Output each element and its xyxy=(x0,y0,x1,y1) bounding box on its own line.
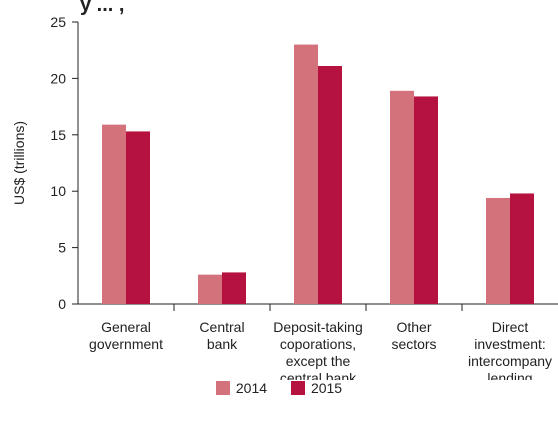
bar-2014-3 xyxy=(390,90,414,304)
bar-2014-1 xyxy=(198,274,222,304)
bar-2015-4 xyxy=(510,193,534,304)
chart-legend: 2014 2015 xyxy=(0,380,558,398)
x-category-label: Deposit-taking xyxy=(273,319,363,335)
chart-title-fragment: y ... , xyxy=(80,0,125,16)
legend-item-2014: 2014 xyxy=(215,380,268,396)
x-category-label: investment: xyxy=(474,336,546,352)
x-category-label: Other xyxy=(396,319,431,335)
y-tick-label: 25 xyxy=(50,14,66,30)
x-category-label: lending xyxy=(487,370,532,380)
legend-swatch-2015 xyxy=(290,381,305,395)
legend-label-2015: 2015 xyxy=(310,380,343,396)
bar-2014-0 xyxy=(102,124,126,304)
chart-bars xyxy=(102,44,534,305)
bar-2015-2 xyxy=(318,65,342,304)
y-tick-label: 10 xyxy=(50,183,66,199)
x-category-label: Direct xyxy=(492,319,529,335)
legend-item-2015: 2015 xyxy=(290,380,343,396)
x-category-label: intercompany xyxy=(468,353,552,369)
x-category-label: Central xyxy=(199,319,244,335)
x-category-label: coporations, xyxy=(280,336,356,352)
bar-2014-4 xyxy=(486,197,510,304)
x-category-label: government xyxy=(89,336,163,352)
x-category-label: General xyxy=(101,319,151,335)
x-category-label: sectors xyxy=(391,336,436,352)
y-tick-label: 15 xyxy=(50,127,66,143)
bar-2015-0 xyxy=(126,131,150,304)
x-category-label: bank xyxy=(207,336,238,352)
bar-2015-3 xyxy=(414,96,438,304)
bar-2014-2 xyxy=(294,44,318,305)
y-tick-label: 0 xyxy=(58,296,66,312)
x-category-label: except the xyxy=(286,353,351,369)
x-category-label: central bank xyxy=(280,370,357,380)
y-tick-label: 5 xyxy=(58,240,66,256)
bar-2015-1 xyxy=(222,272,246,304)
legend-label-2014: 2014 xyxy=(235,380,268,396)
y-tick-label: 20 xyxy=(50,70,66,86)
y-axis-label: US$ (trillions) xyxy=(11,121,27,205)
legend-swatch-2014 xyxy=(215,381,230,395)
